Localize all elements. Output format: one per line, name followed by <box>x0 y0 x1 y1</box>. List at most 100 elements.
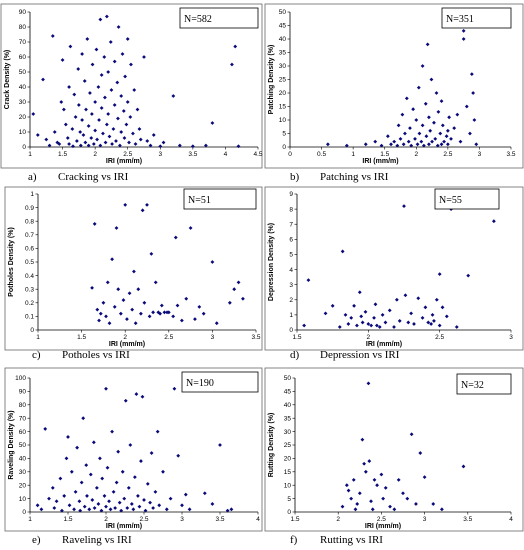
data-point <box>87 507 92 512</box>
data-point <box>367 459 372 463</box>
data-point <box>472 118 477 122</box>
data-point <box>392 139 397 144</box>
x-tick-label: 2 <box>336 516 340 523</box>
data-point <box>161 469 165 474</box>
sample-size-box <box>456 373 512 395</box>
data-point <box>50 34 55 38</box>
data-point <box>166 310 171 315</box>
y-tick-label: 45 <box>284 389 292 396</box>
data-point <box>403 293 408 298</box>
data-point <box>35 503 40 508</box>
data-point <box>44 137 49 142</box>
data-point <box>61 107 66 112</box>
y-axis-title: Depression Density (%) <box>268 223 275 301</box>
data-point <box>111 490 116 494</box>
data-point <box>43 427 48 431</box>
data-point <box>107 134 112 139</box>
y-tick-label: 0.9 <box>25 205 34 212</box>
data-point <box>101 300 106 305</box>
data-point <box>349 316 354 320</box>
y-tick-label: 100 <box>15 375 26 382</box>
data-point <box>355 502 360 506</box>
data-point <box>92 222 97 226</box>
data-point <box>344 483 349 488</box>
sample-size-label: N=351 <box>446 14 474 25</box>
x-tick-label: 0 <box>288 151 292 158</box>
data-point <box>444 134 449 139</box>
data-point <box>325 142 330 147</box>
caption-letter: f) <box>290 534 298 546</box>
x-tick-label: 2.5 <box>443 151 452 158</box>
y-tick-label: 10 <box>19 129 27 136</box>
data-point <box>439 142 444 147</box>
data-point <box>433 137 438 141</box>
data-point <box>57 142 62 146</box>
data-point <box>151 506 156 510</box>
data-point <box>67 142 71 146</box>
x-tick-label: 1.5 <box>77 334 86 341</box>
data-point <box>430 312 435 317</box>
data-point <box>430 139 434 144</box>
y-tick-label: 30 <box>19 99 27 106</box>
y-tick-label: 0.6 <box>25 246 34 253</box>
sample-size-label: N=51 <box>188 195 211 206</box>
data-point <box>409 311 414 316</box>
data-point <box>385 134 390 139</box>
data-point <box>99 73 104 77</box>
data-point <box>110 257 115 262</box>
data-point <box>351 477 356 482</box>
x-tick-label: 3.5 <box>251 334 260 341</box>
data-point <box>344 143 349 148</box>
data-point <box>90 62 95 67</box>
y-tick-label: 10 <box>284 482 292 489</box>
data-point <box>406 139 411 144</box>
data-point <box>105 465 110 470</box>
data-point <box>73 115 78 119</box>
y-tick-label: 0 <box>282 144 286 151</box>
data-point <box>424 134 429 139</box>
data-point <box>138 137 143 142</box>
data-point <box>121 109 126 113</box>
y-tick-label: 35 <box>279 50 287 57</box>
data-point <box>402 204 406 208</box>
data-point <box>405 496 410 501</box>
data-point <box>64 456 69 461</box>
data-point <box>112 59 117 64</box>
y-tick-label: 5 <box>289 252 293 259</box>
sample-size-label: N=55 <box>439 195 462 206</box>
data-point <box>58 476 63 481</box>
caption-letter: b) <box>290 171 300 183</box>
data-point <box>210 121 215 125</box>
data-point <box>35 133 40 137</box>
data-point <box>173 235 178 240</box>
y-tick-label: 0 <box>30 327 34 334</box>
data-point <box>126 485 131 490</box>
caption-letter: c) <box>32 349 41 361</box>
data-point <box>346 488 351 493</box>
panel-frame <box>0 3 263 169</box>
data-point <box>147 314 152 319</box>
data-point <box>85 37 90 41</box>
data-point <box>432 319 436 323</box>
data-point <box>132 88 137 92</box>
data-point <box>366 322 371 326</box>
x-tick-label: 1.5 <box>290 516 299 523</box>
y-tick-label: 20 <box>19 482 27 489</box>
data-point <box>323 311 328 316</box>
x-tick-label: 2 <box>367 334 371 341</box>
x-axis-title: IRI (mm/m) <box>366 341 402 348</box>
data-point <box>153 490 158 494</box>
data-point <box>414 118 419 122</box>
data-point <box>340 504 345 509</box>
data-point <box>50 485 55 490</box>
data-point <box>159 303 164 308</box>
y-tick-label: 15 <box>284 469 292 476</box>
x-tick-label: 1.5 <box>63 516 72 523</box>
x-tick-label: 3 <box>478 151 482 158</box>
data-point <box>444 314 449 319</box>
data-point <box>425 42 430 47</box>
data-point <box>104 314 108 319</box>
data-point <box>370 507 375 512</box>
data-point <box>374 323 379 328</box>
data-point <box>114 139 118 143</box>
